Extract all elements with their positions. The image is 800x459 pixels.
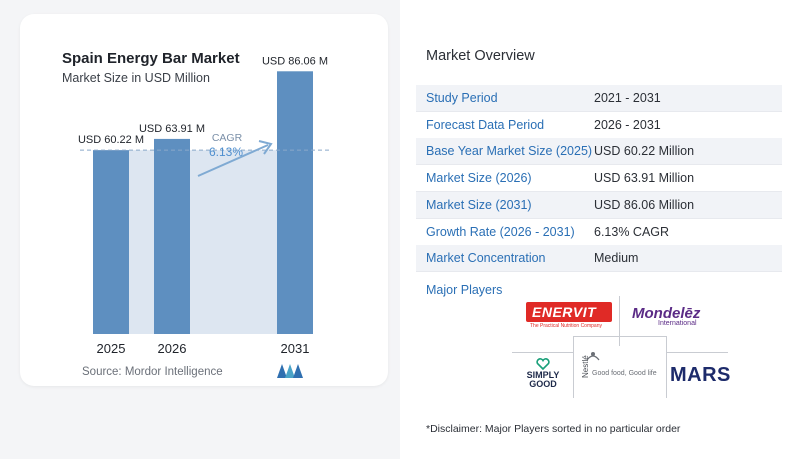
overview-row: Forecast Data Period 2026 - 2031 [416,112,782,139]
overview-title: Market Overview [426,48,535,64]
overview-row-value: 2026 - 2031 [594,117,661,132]
bar-2026 [154,138,190,334]
overview-row: Market Size (2026) USD 63.91 Million [416,165,782,193]
logo-divider [512,352,574,353]
overview-row-label: Market Size (2031) [426,197,532,212]
overview-row-label: Study Period [426,91,498,105]
overview-row: Market Concentration Medium [416,245,782,273]
nestle-tagline: Good food, Good life [592,370,657,377]
overview-row: Market Size (2031) USD 86.06 Million [416,191,782,219]
overview-row-label: Market Size (2026) [426,171,532,186]
nestle-logo: Nestlé Good food, Good life [580,348,662,396]
overview-row-label: Market Concentration [426,251,546,266]
overview-row-value: USD 60.22 Million [594,144,695,159]
logo-divider [573,336,574,398]
overview-row-label: Base Year Market Size (2025) [426,144,593,159]
overview-row-value: 2021 - 2031 [594,91,661,105]
chart-subtitle: Market Size in USD Million [62,71,210,85]
enervit-logo: ENERVIT The Practical Nutrition Company [526,302,612,330]
cagr-label: CAGR [212,132,243,144]
right-panel [400,0,800,459]
enervit-tagline: The Practical Nutrition Company [530,323,602,329]
disclaimer-text: *Disclaimer: Major Players sorted in no … [426,423,681,435]
cagr-arrow-head [258,140,273,155]
overview-row-value: Medium [594,251,639,266]
overview-row-label: Growth Rate (2026 - 2031) [426,224,575,239]
overview-row-value: 6.13% CAGR [594,224,670,239]
logo-divider [619,296,620,346]
base-level-band [93,150,313,334]
overview-row: Base Year Market Size (2025) USD 60.22 Mi… [416,138,782,166]
mordor-logo-icon [277,364,303,378]
x-tick-label-2026: 2026 [158,341,187,356]
cagr-arrow-line [197,144,269,177]
nestle-logo-text: Nestlé [581,355,590,378]
bar-2025 [93,150,129,334]
mars-logo: MARS [668,364,731,390]
overview-row-value: USD 63.91 Million [594,171,695,186]
overview-row: Study Period 2021 - 2031 [416,85,782,112]
mondelez-sub-text: International [658,320,697,327]
value-label-2031: USD 86.06 M [262,55,328,67]
nest-icon [586,352,600,361]
mondelez-logo: Mondelēz International [630,305,720,331]
major-players-label: Major Players [426,283,503,297]
logo-divider [573,336,666,337]
overview-row-label: Forecast Data Period [426,117,545,132]
value-label-2025: USD 60.22 M [78,134,144,146]
overview-row: Growth Rate (2026 - 2031) 6.13% CAGR [416,219,782,246]
chart-title: Spain Energy Bar Market [62,50,240,67]
source-text: Source: Mordor Intelligence [82,366,223,378]
heart-icon [536,358,550,370]
bar-2031 [277,71,313,334]
overview-row-value: USD 86.06 Million [594,197,695,212]
simplygood-logo: SIMPLY GOOD [518,356,568,392]
mondelez-logo-text: Mondelēz [632,305,701,322]
mars-logo-text: MARS [670,364,731,386]
x-tick-label-2031: 2031 [281,341,310,356]
simplygood-logo-text: SIMPLY GOOD [526,370,560,389]
value-label-2026: USD 63.91 M [139,123,205,135]
cagr-value: 6.13% [209,145,243,159]
logo-divider [666,336,667,398]
x-tick-label-2025: 2025 [97,341,126,356]
logo-divider [666,352,728,353]
enervit-logo-text: ENERVIT [532,304,597,320]
